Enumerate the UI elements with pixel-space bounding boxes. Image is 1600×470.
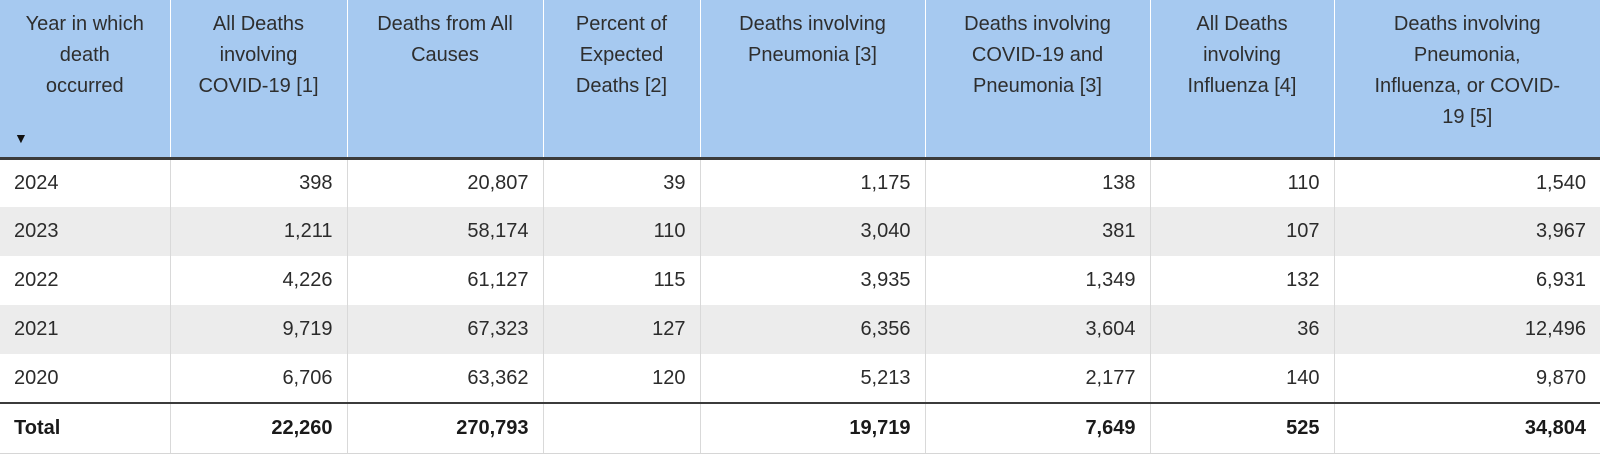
total-value-cell: 19,719 <box>700 402 926 454</box>
header-percent-expected-deaths[interactable]: Percent of Expected Deaths [2] <box>543 0 701 160</box>
value-cell: 381 <box>925 207 1151 256</box>
header-influenza-deaths-label: All Deaths involving Influenza [4] <box>1187 13 1297 97</box>
year-cell: 2023 <box>0 207 171 256</box>
value-cell: 63,362 <box>347 354 544 403</box>
year-cell: 2024 <box>0 158 171 207</box>
value-cell: 6,356 <box>700 305 926 354</box>
header-all-causes-deaths-label: Deaths from All Causes <box>377 13 513 66</box>
value-cell: 3,935 <box>700 256 926 305</box>
value-cell: 1,349 <box>925 256 1151 305</box>
value-cell: 9,719 <box>170 305 348 354</box>
value-cell: 1,175 <box>700 158 926 207</box>
total-value-cell: 22,260 <box>170 402 348 454</box>
value-cell: 4,226 <box>170 256 348 305</box>
value-cell: 36 <box>1150 305 1335 354</box>
data-table: Year in which death occurred ▼ All Death… <box>0 0 1600 454</box>
value-cell: 67,323 <box>347 305 544 354</box>
table-row-total: Total 22,260 270,793 19,719 7,649 525 34… <box>0 402 1600 454</box>
value-cell: 2,177 <box>925 354 1151 403</box>
header-year-label: Year in which death occurred <box>25 13 144 97</box>
year-cell: 2020 <box>0 354 171 403</box>
table-row-2020: 2020 6,706 63,362 120 5,213 2,177 140 9,… <box>0 354 1600 403</box>
value-cell: 6,706 <box>170 354 348 403</box>
table-row-2024: 2024 398 20,807 39 1,175 138 110 1,540 <box>0 158 1600 207</box>
value-cell: 6,931 <box>1334 256 1600 305</box>
value-cell: 3,040 <box>700 207 926 256</box>
total-value-cell: 34,804 <box>1334 402 1600 454</box>
value-cell: 39 <box>543 158 701 207</box>
value-cell: 3,604 <box>925 305 1151 354</box>
value-cell: 138 <box>925 158 1151 207</box>
header-pic-deaths[interactable]: Deaths involving Pneumonia, Influenza, o… <box>1334 0 1600 160</box>
total-label-cell: Total <box>0 402 171 454</box>
header-covid19-deaths[interactable]: All Deaths involving COVID-19 [1] <box>170 0 348 160</box>
table-row-2023: 2023 1,211 58,174 110 3,040 381 107 3,96… <box>0 207 1600 256</box>
value-cell: 127 <box>543 305 701 354</box>
value-cell: 110 <box>1150 158 1335 207</box>
header-covid19-pneumonia-deaths-label: Deaths involving COVID-19 and Pneumonia … <box>964 13 1111 97</box>
value-cell: 5,213 <box>700 354 926 403</box>
value-cell: 398 <box>170 158 348 207</box>
header-percent-expected-deaths-label: Percent of Expected Deaths [2] <box>575 13 668 97</box>
year-cell: 2022 <box>0 256 171 305</box>
header-pic-deaths-label: Deaths involving Pneumonia, Influenza, o… <box>1374 13 1561 128</box>
table-row-2021: 2021 9,719 67,323 127 6,356 3,604 36 12,… <box>0 305 1600 354</box>
value-cell: 115 <box>543 256 701 305</box>
year-cell: 2021 <box>0 305 171 354</box>
value-cell: 140 <box>1150 354 1335 403</box>
total-value-cell: 7,649 <box>925 402 1151 454</box>
value-cell: 120 <box>543 354 701 403</box>
value-cell: 110 <box>543 207 701 256</box>
header-pneumonia-deaths-label: Deaths involving Pneumonia [3] <box>739 13 886 66</box>
value-cell: 1,540 <box>1334 158 1600 207</box>
value-cell: 58,174 <box>347 207 544 256</box>
total-value-cell <box>543 402 701 454</box>
value-cell: 12,496 <box>1334 305 1600 354</box>
deaths-by-year-table: Year in which death occurred ▼ All Death… <box>0 0 1600 454</box>
value-cell: 61,127 <box>347 256 544 305</box>
header-row: Year in which death occurred ▼ All Death… <box>0 0 1600 160</box>
total-value-cell: 270,793 <box>347 402 544 454</box>
total-value-cell: 525 <box>1150 402 1335 454</box>
header-covid19-pneumonia-deaths[interactable]: Deaths involving COVID-19 and Pneumonia … <box>925 0 1151 160</box>
value-cell: 9,870 <box>1334 354 1600 403</box>
value-cell: 20,807 <box>347 158 544 207</box>
table-row-2022: 2022 4,226 61,127 115 3,935 1,349 132 6,… <box>0 256 1600 305</box>
value-cell: 132 <box>1150 256 1335 305</box>
header-year[interactable]: Year in which death occurred ▼ <box>0 0 171 160</box>
value-cell: 107 <box>1150 207 1335 256</box>
header-all-causes-deaths[interactable]: Deaths from All Causes <box>347 0 544 160</box>
header-covid19-deaths-label: All Deaths involving COVID-19 [1] <box>198 13 319 97</box>
header-influenza-deaths[interactable]: All Deaths involving Influenza [4] <box>1150 0 1335 160</box>
value-cell: 1,211 <box>170 207 348 256</box>
value-cell: 3,967 <box>1334 207 1600 256</box>
header-pneumonia-deaths[interactable]: Deaths involving Pneumonia [3] <box>700 0 926 160</box>
sort-descending-icon[interactable]: ▼ <box>14 129 28 146</box>
